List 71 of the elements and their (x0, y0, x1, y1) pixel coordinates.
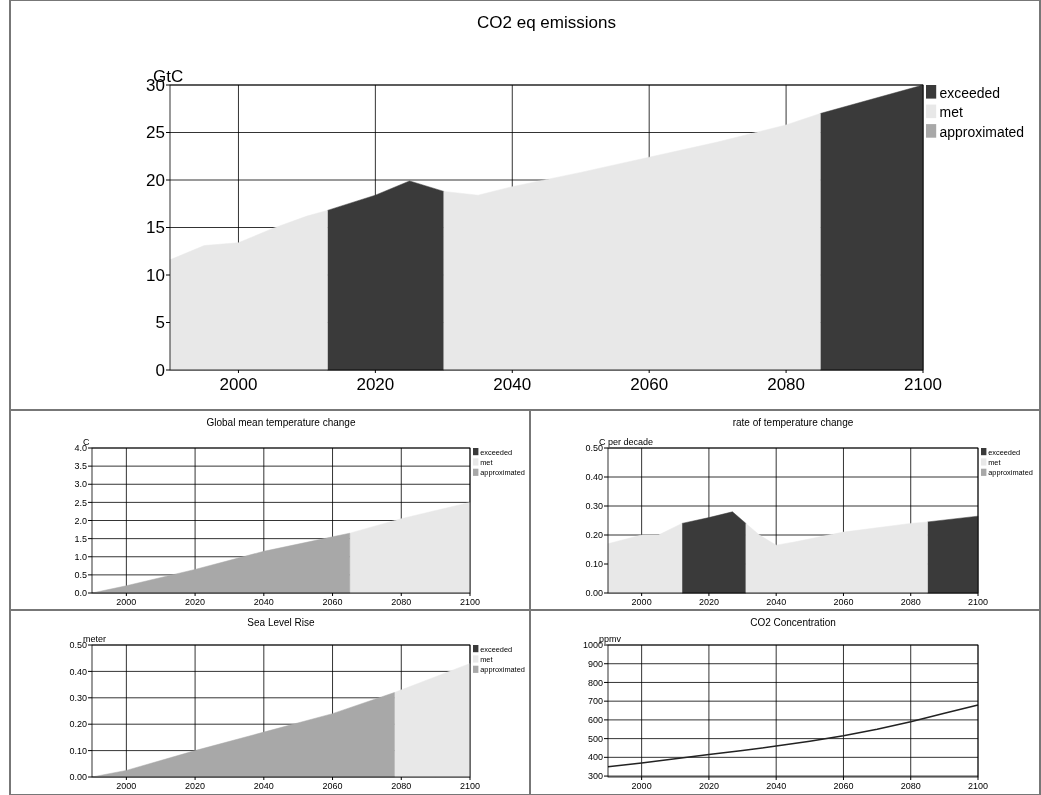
x-tick-label: 2100 (904, 375, 942, 394)
x-tick-label: 2040 (253, 781, 274, 791)
x-tick-label: 2040 (766, 781, 787, 791)
x-tick-label: 2040 (766, 597, 787, 607)
y-tick-label: 700 (587, 696, 603, 707)
y-tick-label: 400 (587, 752, 603, 763)
y-tick-label: 1.0 (74, 551, 87, 562)
y-tick-label: 800 (587, 677, 603, 688)
y-tick-label: 0.0 (74, 588, 87, 599)
y-tick-label: 0.40 (69, 666, 87, 677)
x-tick-label: 2020 (185, 597, 206, 607)
y-tick-label: 3.5 (74, 461, 87, 472)
x-tick-label: 2060 (833, 781, 854, 791)
x-tick-label: 2080 (900, 597, 921, 607)
y-tick-label: 2.0 (74, 515, 87, 526)
y-tick-label: 0 (155, 360, 165, 380)
y-tick-label: 0.5 (74, 570, 87, 581)
x-tick-label: 2060 (630, 375, 669, 394)
y-tick-label: 0.30 (69, 692, 87, 703)
y-tick-label: 15 (146, 218, 165, 238)
chart-title: Sea Level Rise (247, 617, 316, 628)
y-tick-label: 0.20 (585, 530, 603, 541)
x-tick-label: 2100 (967, 597, 989, 607)
y-tick-label: 600 (587, 715, 603, 726)
y-tick-label: 500 (587, 733, 603, 744)
x-tick-label: 2080 (391, 781, 412, 791)
legend-label: exceeded (939, 84, 1001, 101)
x-tick-label: 2100 (459, 781, 481, 791)
y-tick-label: 0.30 (585, 501, 603, 512)
y-tick-label: 0.00 (69, 772, 87, 783)
y-tick-label: 0.20 (69, 719, 87, 730)
x-tick-label: 2080 (391, 597, 412, 607)
x-tick-label: 2000 (631, 781, 652, 791)
legend-label: approximated (939, 123, 1025, 140)
chart-title: rate of temperature change (732, 417, 854, 428)
x-tick-label: 2000 (631, 597, 652, 607)
y-tick-label: 20 (146, 170, 165, 190)
y-tick-label: 1.5 (74, 533, 87, 544)
x-tick-label: 2040 (253, 597, 274, 607)
x-tick-label: 2040 (493, 375, 532, 394)
x-tick-label: 2000 (116, 781, 137, 791)
y-tick-label: 0.00 (585, 588, 603, 599)
x-tick-label: 2080 (900, 781, 921, 791)
x-tick-label: 2020 (185, 781, 206, 791)
x-tick-label: 2060 (322, 597, 343, 607)
x-tick-label: 2000 (219, 375, 258, 394)
y-axis-title: ppmv (599, 634, 622, 644)
x-tick-label: 2100 (967, 781, 989, 791)
y-tick-label: 300 (587, 771, 603, 782)
x-tick-label: 2060 (833, 597, 854, 607)
chart-title: CO2 Concentration (750, 617, 836, 628)
x-tick-label: 2020 (356, 375, 395, 394)
y-tick-label: 25 (146, 123, 165, 143)
x-tick-label: 2020 (698, 597, 719, 607)
chart-title: Global mean temperature change (206, 417, 356, 428)
y-tick-label: 0.10 (69, 745, 87, 756)
y-tick-label: 5 (155, 313, 165, 333)
y-tick-label: 0.10 (585, 559, 603, 570)
x-tick-label: 2020 (698, 781, 719, 791)
x-tick-label: 2080 (767, 375, 805, 394)
x-tick-label: 2060 (322, 781, 343, 791)
y-tick-label: 10 (146, 265, 165, 285)
y-tick-label: 0.40 (585, 472, 603, 483)
y-tick-label: 3.0 (74, 479, 87, 490)
line-series (607, 704, 979, 768)
chart-title: CO2 eq emissions (477, 13, 616, 32)
legend-label: met (939, 104, 963, 121)
x-tick-label: 2000 (116, 597, 137, 607)
x-tick-label: 2100 (459, 597, 481, 607)
y-tick-label: 900 (587, 658, 603, 669)
y-tick-label: 2.5 (74, 497, 87, 508)
